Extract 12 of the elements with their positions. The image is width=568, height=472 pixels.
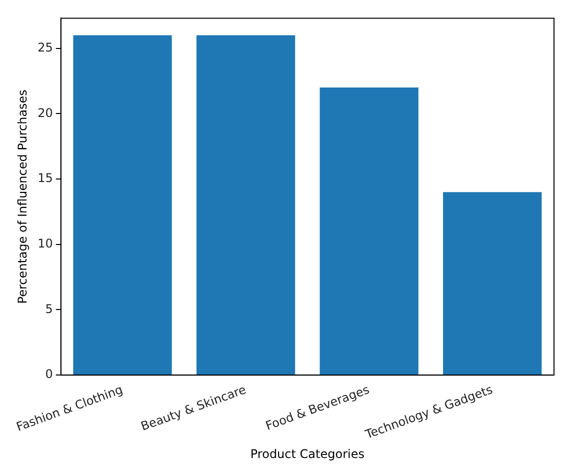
y-tick-label: 15 xyxy=(38,171,53,186)
bar xyxy=(196,35,296,375)
bar xyxy=(73,35,172,375)
y-axis-title: Percentage of Influenced Purchases xyxy=(16,90,30,304)
bar xyxy=(443,192,542,375)
y-tick-label: 25 xyxy=(38,40,53,54)
y-tick-label: 5 xyxy=(45,302,53,316)
x-axis-title: Product Categories xyxy=(250,446,364,461)
y-tick-label: 0 xyxy=(45,367,53,382)
y-tick-label: 10 xyxy=(38,236,53,250)
y-tick-label: 20 xyxy=(38,106,53,120)
bar xyxy=(320,87,418,375)
